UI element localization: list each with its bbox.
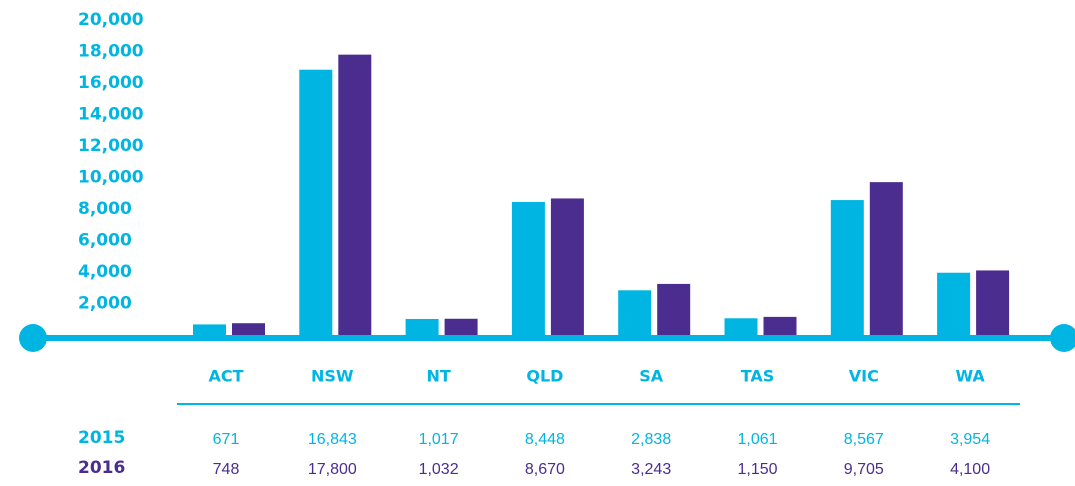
x-tick-label: VIC bbox=[849, 367, 879, 386]
bar bbox=[193, 324, 226, 335]
table-value: 748 bbox=[213, 461, 240, 478]
table-value: 1,032 bbox=[419, 461, 459, 478]
bar bbox=[869, 182, 903, 335]
y-tick-label: 14,000 bbox=[78, 105, 144, 125]
y-tick-label: 8,000 bbox=[78, 199, 132, 219]
bar bbox=[763, 316, 797, 335]
x-tick-label: WA bbox=[955, 367, 985, 386]
x-tick-label: NT bbox=[426, 367, 450, 386]
bar bbox=[444, 318, 478, 335]
axis-end bbox=[19, 324, 47, 352]
table-value: 671 bbox=[213, 431, 240, 448]
x-tick-label: SA bbox=[639, 367, 664, 386]
table-value: 4,100 bbox=[950, 461, 990, 478]
bar bbox=[657, 283, 691, 335]
bar bbox=[830, 200, 864, 335]
table-value: 8,567 bbox=[844, 431, 884, 448]
bar bbox=[299, 69, 333, 335]
y-tick-label: 4,000 bbox=[78, 262, 132, 282]
y-tick-label: 16,000 bbox=[78, 73, 144, 93]
axis-end bbox=[1050, 324, 1075, 352]
bar bbox=[511, 201, 545, 335]
x-tick-label: ACT bbox=[208, 367, 243, 386]
bar bbox=[618, 290, 652, 335]
bar bbox=[937, 272, 971, 335]
bar bbox=[232, 323, 265, 335]
table-value: 2,838 bbox=[631, 431, 671, 448]
x-tick-label: QLD bbox=[526, 367, 563, 386]
bar bbox=[338, 54, 372, 336]
table-value: 8,448 bbox=[525, 431, 565, 448]
y-tick-label: 12,000 bbox=[78, 136, 144, 156]
x-tick-label: NSW bbox=[311, 367, 354, 386]
series-label: 2016 bbox=[78, 458, 125, 478]
table-value: 17,800 bbox=[308, 461, 357, 478]
table-value: 1,150 bbox=[737, 461, 777, 478]
table-value: 3,243 bbox=[631, 461, 671, 478]
table-value: 1,017 bbox=[419, 431, 459, 448]
bar bbox=[724, 318, 758, 335]
y-tick-label: 6,000 bbox=[78, 231, 132, 251]
bar bbox=[405, 318, 439, 335]
y-tick-label: 20,000 bbox=[78, 10, 144, 30]
table-value: 9,705 bbox=[844, 461, 884, 478]
bar bbox=[976, 270, 1010, 335]
y-tick-label: 18,000 bbox=[78, 42, 144, 62]
x-tick-label: TAS bbox=[741, 367, 775, 386]
table-value: 3,954 bbox=[950, 431, 990, 448]
y-tick-label: 10,000 bbox=[78, 168, 144, 188]
table-value: 8,670 bbox=[525, 461, 565, 478]
table-value: 1,061 bbox=[737, 431, 777, 448]
table-value: 16,843 bbox=[308, 431, 357, 448]
series-label: 2015 bbox=[78, 428, 125, 448]
y-tick-label: 2,000 bbox=[78, 294, 132, 314]
bar bbox=[550, 198, 584, 335]
